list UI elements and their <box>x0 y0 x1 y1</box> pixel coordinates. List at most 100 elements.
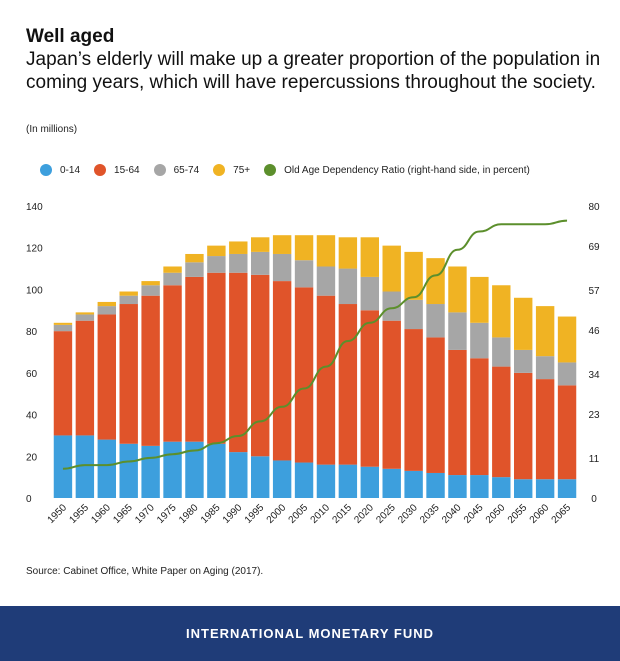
bar-65-74-1995 <box>251 251 270 275</box>
legend-label-0-14: 0-14 <box>60 164 81 176</box>
bar-65-74-1975 <box>163 272 182 286</box>
bar-0-14-1990 <box>229 452 248 498</box>
legend-item-65-74: 65-74 <box>153 164 200 176</box>
y-right-tick-80: 80 <box>588 202 600 213</box>
y-left-tick-80: 80 <box>26 327 38 338</box>
legend-item-dependency-ratio: Old Age Dependency Ratio (right-hand sid… <box>264 164 530 176</box>
x-tick-2050: 2050 <box>484 502 508 526</box>
bar-65-74-1985 <box>207 256 226 273</box>
y-left-tick-40: 40 <box>26 411 38 422</box>
x-tick-2015: 2015 <box>330 502 354 526</box>
bar-75-plus-2045 <box>470 276 489 323</box>
legend-label-65-74: 65-74 <box>173 164 200 176</box>
bar-65-74-2005 <box>294 260 314 288</box>
x-tick-2030: 2030 <box>396 502 420 526</box>
bar-15-64-2010 <box>316 295 336 465</box>
bar-75-plus-2050 <box>492 285 511 338</box>
bar-65-74-2010 <box>316 266 336 296</box>
bar-75-plus-2000 <box>272 235 292 254</box>
bar-15-64-2030 <box>404 329 423 471</box>
bar-65-74-2025 <box>382 291 401 321</box>
footer-banner: INTERNATIONAL MONETARY FUND <box>0 606 620 661</box>
x-axis: 1950195519601965197019751980198519901995… <box>46 502 574 526</box>
chart-subtitle: Japan’s elderly will make up a greater p… <box>26 49 601 93</box>
legend-label-15-64: 15-64 <box>114 164 140 176</box>
bar-0-14-1955 <box>75 435 95 498</box>
y-left-tick-120: 120 <box>26 244 43 255</box>
x-tick-2055: 2055 <box>506 502 530 526</box>
bar-0-14-2065 <box>557 479 577 498</box>
y-left-tick-140: 140 <box>26 202 43 213</box>
legend-swatch-0-14 <box>40 164 52 176</box>
y-right-tick-34: 34 <box>588 370 600 381</box>
bar-75-plus-1965 <box>119 291 138 296</box>
x-tick-1980: 1980 <box>177 502 201 526</box>
y-left-tick-100: 100 <box>26 285 43 296</box>
bar-65-74-1960 <box>97 306 116 315</box>
bar-0-14-2040 <box>448 475 467 498</box>
bar-0-14-2005 <box>294 462 314 498</box>
bar-75-plus-2035 <box>426 258 445 305</box>
y-right-tick-0: 0 <box>591 494 597 505</box>
legend-swatch-dependency-ratio <box>264 164 277 176</box>
legend: 0-14 15-64 65-74 75+ Old Age Dependency … <box>40 164 544 176</box>
x-tick-2035: 2035 <box>418 502 442 526</box>
bar-65-74-2065 <box>557 362 577 386</box>
y-right-tick-23: 23 <box>588 410 600 421</box>
bar-0-14-2020 <box>360 466 379 498</box>
legend-item-15-64: 15-64 <box>94 164 140 176</box>
source-note: Source: Cabinet Office, White Paper on A… <box>26 566 264 577</box>
y-left-tick-0: 0 <box>26 494 32 505</box>
bar-75-plus-1975 <box>163 266 182 273</box>
bar-65-74-1970 <box>141 285 160 296</box>
bar-65-74-2055 <box>514 349 533 373</box>
bar-75-plus-1970 <box>141 281 160 286</box>
bar-75-plus-1950 <box>53 322 73 325</box>
bar-15-64-2055 <box>514 372 533 480</box>
bar-75-plus-2005 <box>294 235 314 261</box>
unit-note: (In millions) <box>26 124 78 135</box>
x-tick-2060: 2060 <box>528 502 552 526</box>
bar-65-74-1965 <box>119 295 138 305</box>
bar-15-64-1970 <box>141 295 160 446</box>
bar-65-74-2020 <box>360 276 379 311</box>
bar-0-14-2035 <box>426 472 445 498</box>
legend-swatch-15-64 <box>94 164 107 176</box>
bar-15-64-2025 <box>382 320 401 469</box>
bar-15-64-2045 <box>470 358 489 476</box>
bar-75-plus-2060 <box>535 306 555 357</box>
bar-75-plus-1995 <box>251 237 270 252</box>
x-tick-1995: 1995 <box>243 502 267 526</box>
bar-0-14-2010 <box>316 464 336 498</box>
x-tick-2020: 2020 <box>352 502 376 526</box>
bar-0-14-2000 <box>272 460 292 498</box>
y-axis-right: 0 11 23 34 46 57 69 80 <box>588 202 600 505</box>
bar-75-plus-2020 <box>360 237 379 277</box>
x-tick-2065: 2065 <box>550 502 574 526</box>
y-left-tick-60: 60 <box>26 369 38 380</box>
x-tick-1990: 1990 <box>221 502 245 526</box>
bar-15-64-2020 <box>360 310 379 467</box>
y-axis-left: 0 20 40 60 80 100 120 140 <box>26 202 43 505</box>
bar-65-74-2015 <box>338 268 358 305</box>
x-tick-1970: 1970 <box>133 502 157 526</box>
y-left-tick-20: 20 <box>26 452 38 463</box>
bar-65-74-1950 <box>53 324 73 332</box>
bar-15-64-2035 <box>426 337 445 473</box>
bar-15-64-1980 <box>185 276 204 442</box>
bar-65-74-2045 <box>470 322 489 359</box>
bar-0-14-1980 <box>185 441 204 498</box>
x-tick-1955: 1955 <box>67 502 91 526</box>
bar-75-plus-2055 <box>514 297 533 350</box>
x-tick-2000: 2000 <box>265 502 289 526</box>
dependency-ratio-line <box>62 219 568 470</box>
bar-75-plus-2025 <box>382 245 401 292</box>
bar-75-plus-1955 <box>75 312 95 315</box>
bar-15-64-1985 <box>207 272 226 444</box>
x-tick-1965: 1965 <box>111 502 135 526</box>
bar-75-plus-2010 <box>316 235 336 267</box>
bar-65-74-1955 <box>75 314 95 321</box>
x-tick-2045: 2045 <box>462 502 486 526</box>
bar-0-14-1975 <box>163 441 182 498</box>
bar-0-14-1960 <box>97 439 116 498</box>
